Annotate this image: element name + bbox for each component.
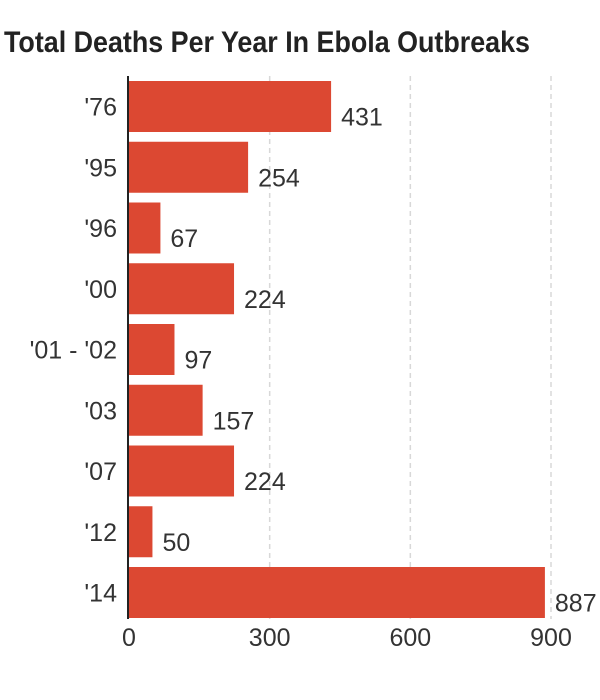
category-label: '95	[84, 154, 117, 182]
value-label: 224	[244, 286, 286, 314]
value-label: 67	[170, 225, 198, 253]
bar	[129, 202, 161, 254]
category-label: '00	[84, 276, 117, 304]
category-label: '07	[84, 458, 117, 486]
bar	[129, 81, 332, 132]
x-tick-label: 600	[389, 624, 431, 652]
x-tick-label: 300	[249, 624, 291, 652]
value-label: 254	[258, 164, 300, 192]
chart-title: Total Deaths Per Year In Ebola Outbreaks	[4, 26, 530, 59]
bar	[129, 506, 153, 558]
value-label: 224	[244, 468, 286, 496]
category-label: '01 - '02	[30, 337, 117, 365]
x-tick-label: 900	[530, 624, 572, 652]
bar	[129, 384, 203, 436]
category-label: '12	[84, 519, 117, 547]
bar	[129, 141, 249, 193]
category-label: '76	[84, 94, 117, 122]
bar	[129, 324, 175, 375]
bar	[129, 263, 235, 315]
value-label: 50	[162, 529, 190, 557]
value-label: 97	[184, 347, 212, 375]
x-tick-label: 0	[122, 624, 136, 652]
value-label: 887	[555, 590, 597, 618]
bar	[129, 567, 545, 618]
category-label: '03	[84, 397, 117, 425]
value-label: 157	[213, 407, 255, 435]
category-label: '14	[84, 580, 117, 608]
value-label: 431	[341, 104, 383, 132]
bar	[129, 445, 235, 497]
category-label: '96	[84, 215, 117, 243]
